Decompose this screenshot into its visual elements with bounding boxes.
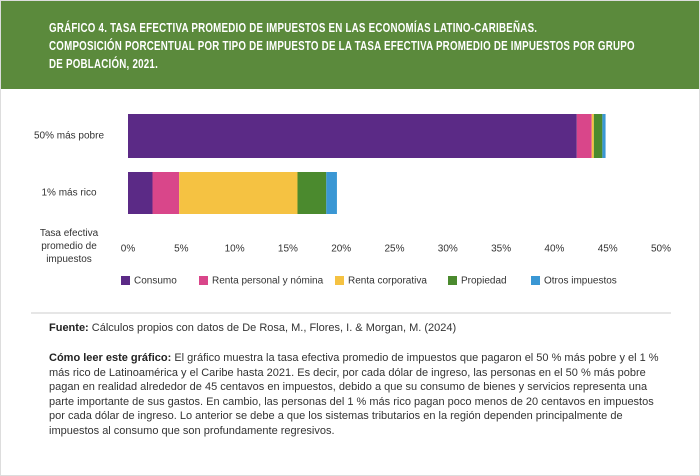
x-tick-label: 15% — [278, 244, 298, 255]
source-text: Cálculos propios con datos de De Rosa, M… — [91, 322, 457, 334]
x-tick-label: 10% — [225, 244, 245, 255]
bar-segment — [128, 172, 153, 214]
legend-label: Propiedad — [461, 276, 507, 287]
bar-segment — [576, 114, 592, 158]
x-tick-label: 5% — [174, 244, 189, 255]
legend-swatch — [121, 276, 130, 285]
reading: Cómo leer este gráfico: El gráfico muest… — [49, 351, 669, 438]
bar-segment — [152, 172, 180, 214]
x-tick-label: 20% — [331, 244, 351, 255]
legend-swatch — [448, 276, 457, 285]
x-tick-label: 30% — [438, 244, 458, 255]
legend-label: Renta corporativa — [348, 276, 427, 287]
legend-label: Renta personal y nómina — [212, 276, 324, 287]
source-label: Fuente: — [49, 322, 89, 334]
x-tick-label: 50% — [651, 244, 671, 255]
bar-segment — [326, 172, 337, 214]
bar-segment — [179, 172, 298, 214]
x-tick-label: 35% — [491, 244, 511, 255]
legend-swatch — [335, 276, 344, 285]
bar-segment — [297, 172, 327, 214]
chart-subtitle: COMPOSICIÓN PORCENTUAL POR TIPO DE IMPUE… — [49, 39, 635, 71]
legend-swatch — [199, 276, 208, 285]
chart-title: GRÁFICO 4. TASA EFECTIVA PROMEDIO DE IMP… — [49, 21, 538, 35]
bar-segment — [591, 114, 594, 158]
legend-label: Otros impuestos — [544, 276, 617, 287]
header: GRÁFICO 4. TASA EFECTIVA PROMEDIO DE IMP… — [1, 1, 699, 89]
source: Fuente: Cálculos propios con datos de De… — [49, 322, 669, 334]
bar-segment — [593, 114, 603, 158]
x-tick-label: 40% — [544, 244, 564, 255]
reading-text: El gráfico muestra la tasa efectiva prom… — [49, 352, 659, 437]
x-tick-label: 0% — [121, 244, 136, 255]
x-tick-label: 25% — [384, 244, 404, 255]
bar-segment — [128, 114, 577, 158]
reading-label: Cómo leer este gráfico: — [49, 352, 172, 364]
category-label: 1% más rico — [41, 188, 96, 199]
x-axis-label: Tasa efectiva promedio de impuestos — [39, 228, 99, 265]
legend-label: Consumo — [134, 276, 177, 287]
legend-swatch — [531, 276, 540, 285]
x-tick-label: 45% — [598, 244, 618, 255]
bar-segment — [602, 114, 606, 158]
category-label: 50% más pobre — [34, 131, 104, 142]
header-text: GRÁFICO 4. TASA EFECTIVA PROMEDIO DE IMP… — [49, 19, 642, 73]
